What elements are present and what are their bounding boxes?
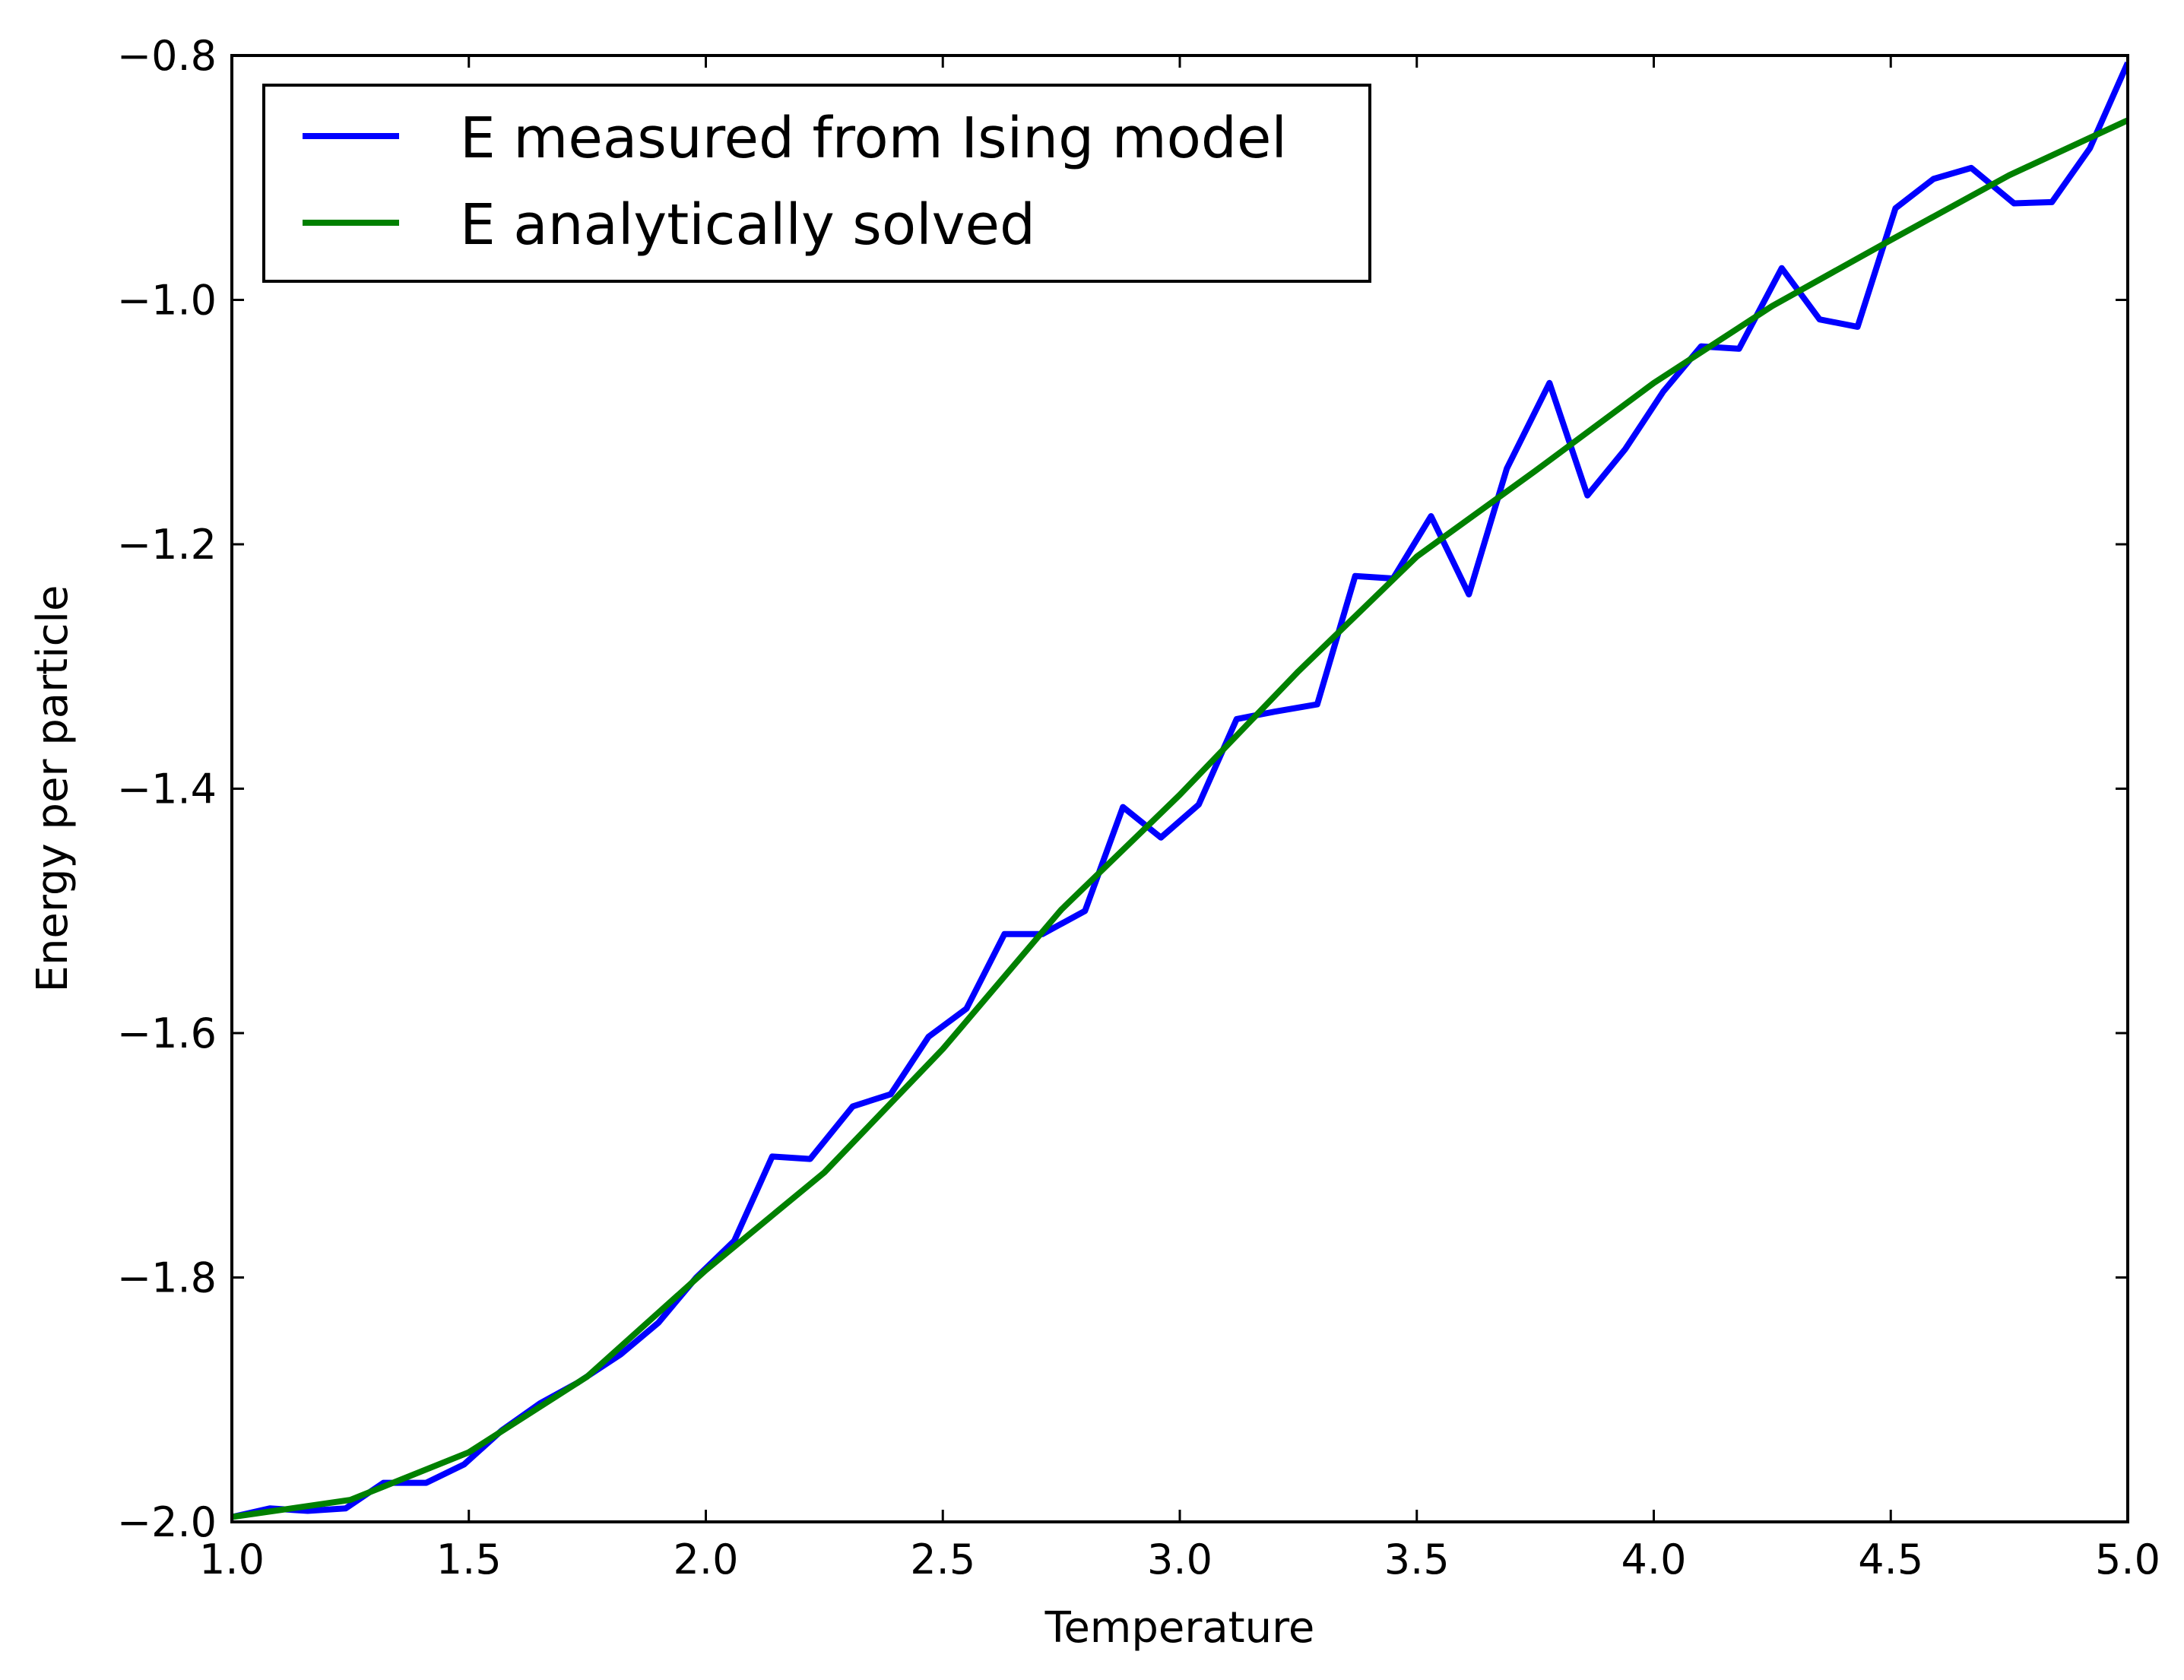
series-layer xyxy=(232,61,2128,1520)
y-tick-label: −1.4 xyxy=(117,766,217,813)
legend: E measured from Ising model E analytical… xyxy=(262,84,1371,283)
y-tick-label: −1.2 xyxy=(117,521,217,569)
x-axis-title: Temperature xyxy=(1044,1603,1315,1653)
y-tick-label: −2.0 xyxy=(117,1498,217,1546)
x-tick-label: 3.0 xyxy=(1147,1536,1212,1583)
x-tick-label: 2.5 xyxy=(910,1536,975,1583)
legend-box xyxy=(262,84,1371,283)
legend-label-measured: E measured from Ising model xyxy=(460,106,1287,171)
y-tick-label: −1.6 xyxy=(117,1010,217,1057)
x-tick-label: 2.0 xyxy=(674,1536,739,1583)
x-tick-label: 4.5 xyxy=(1858,1536,1923,1583)
series-line-analytic xyxy=(232,117,2128,1520)
y-tick-label: −1.8 xyxy=(117,1254,217,1302)
legend-label-analytic: E analytically solved xyxy=(460,192,1035,258)
x-tick-label: 3.5 xyxy=(1384,1536,1450,1583)
labels-layer: 1.0 1.5 2.0 2.5 3.0 3.5 4.0 4.5 5.0 −2.0 −1.8 −1.6 −… xyxy=(117,32,2160,1583)
x-tick-label: 1.5 xyxy=(436,1536,502,1583)
ticks-layer xyxy=(230,54,2129,1523)
y-tick-label: −0.8 xyxy=(117,32,217,80)
y-axis-title: Energy per particle xyxy=(28,585,78,993)
x-tick-label: 1.0 xyxy=(199,1536,265,1583)
x-tick-label: 4.0 xyxy=(1621,1536,1687,1583)
x-tick-label: 5.0 xyxy=(2095,1536,2160,1583)
y-tick-label: −1.0 xyxy=(117,277,217,325)
